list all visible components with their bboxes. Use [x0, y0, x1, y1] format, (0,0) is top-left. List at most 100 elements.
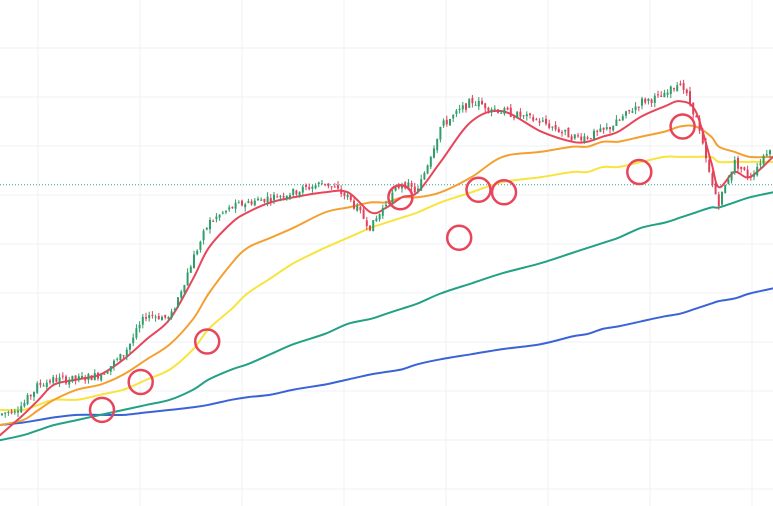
candle-up	[36, 383, 39, 393]
candle-down	[589, 138, 592, 140]
candle-down	[679, 83, 682, 85]
candle-up	[215, 216, 218, 220]
candle-down	[65, 376, 67, 384]
candle-up	[583, 136, 586, 142]
candle-up	[385, 204, 387, 207]
candle-down	[673, 88, 675, 90]
candle-down	[737, 158, 739, 169]
candle-down	[97, 373, 99, 379]
candle-up	[170, 311, 173, 318]
candle-down	[545, 118, 547, 124]
moving-average-line	[0, 155, 773, 412]
candle-up	[7, 412, 10, 413]
candle-down	[637, 106, 640, 108]
annotation-circle	[127, 368, 154, 396]
candle-up	[647, 98, 650, 101]
candle-up	[599, 128, 602, 132]
candle-down	[465, 103, 467, 110]
candle-up	[346, 194, 349, 198]
candle-down	[618, 119, 621, 121]
annotation-circle	[626, 158, 653, 186]
candle-down	[529, 113, 531, 116]
candle-up	[87, 374, 90, 380]
candle-up	[189, 266, 192, 273]
candle-down	[49, 380, 51, 383]
candle-down	[74, 375, 77, 380]
candle-down	[746, 169, 749, 177]
candle-up	[474, 104, 477, 106]
candle-down	[740, 166, 743, 169]
candle-down	[397, 186, 400, 188]
candle-up	[490, 109, 493, 113]
candle-down	[413, 186, 416, 193]
candle-up	[516, 111, 519, 118]
candle-up	[135, 328, 138, 338]
candle-down	[487, 107, 490, 111]
candle-up	[525, 114, 528, 117]
candle-up	[71, 375, 74, 382]
annotations	[88, 113, 696, 424]
candle-up	[381, 207, 384, 216]
candle-down	[660, 95, 663, 97]
candle-down	[343, 192, 346, 196]
candle-up	[132, 337, 135, 344]
candle-up	[218, 214, 221, 218]
candle-up	[631, 111, 634, 113]
candle-up	[612, 126, 615, 131]
candle-up	[436, 138, 439, 151]
candlesticks	[1, 79, 771, 418]
candle-up	[641, 98, 643, 106]
candle-up	[68, 380, 71, 385]
candle-up	[762, 155, 765, 164]
candle-down	[333, 186, 336, 188]
candle-down	[10, 411, 13, 414]
candle-down	[337, 185, 339, 189]
candle-up	[26, 395, 29, 405]
candle-up	[375, 218, 378, 222]
annotation-circle	[490, 179, 518, 206]
candle-up	[452, 114, 455, 119]
annotation-circle	[445, 224, 473, 252]
candle-up	[311, 186, 314, 189]
candle-down	[577, 135, 579, 137]
candle-down	[295, 190, 298, 195]
moving-averages	[0, 100, 773, 442]
candle-up	[477, 100, 480, 107]
candle-up	[253, 200, 256, 206]
candle-up	[183, 285, 186, 293]
candle-up	[391, 192, 394, 203]
candle-up	[273, 194, 275, 200]
candle-down	[157, 316, 160, 320]
candle-down	[29, 394, 32, 397]
candle-down	[308, 187, 311, 190]
candle-down	[692, 102, 695, 115]
candle-up	[666, 92, 669, 95]
candle-up	[321, 183, 323, 185]
candle-up	[625, 111, 627, 116]
annotation-circle	[465, 176, 492, 204]
candle-up	[759, 163, 762, 166]
candle-down	[561, 132, 563, 134]
candle-down	[554, 125, 557, 130]
candle-up	[420, 179, 423, 191]
candle-down	[519, 111, 522, 117]
candle-up	[522, 115, 525, 117]
candle-up	[292, 188, 295, 195]
candle-up	[1, 413, 3, 415]
candle-up	[621, 116, 624, 121]
candle-up	[23, 402, 26, 407]
candle-up	[301, 186, 304, 193]
candle-up	[4, 412, 7, 414]
candle-down	[682, 83, 685, 90]
candle-up	[161, 316, 163, 321]
candle-up	[541, 120, 544, 122]
moving-average-line	[0, 191, 773, 442]
candle-down	[151, 315, 154, 317]
candle-up	[433, 148, 435, 158]
candle-down	[650, 99, 653, 103]
candle-up	[42, 385, 45, 387]
candle-down	[103, 373, 106, 375]
candle-up	[442, 120, 445, 126]
candle-down	[269, 198, 272, 202]
